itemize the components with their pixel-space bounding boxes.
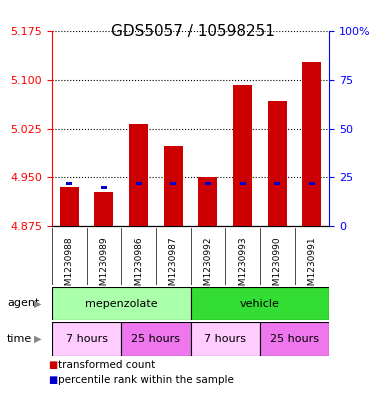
Bar <box>268 101 287 226</box>
Text: ▶: ▶ <box>33 334 41 344</box>
Bar <box>302 62 321 226</box>
Text: ■: ■ <box>48 360 57 370</box>
Text: GSM1230988: GSM1230988 <box>65 237 74 297</box>
Bar <box>191 287 329 320</box>
Text: 7 hours: 7 hours <box>65 334 108 344</box>
Text: GSM1230987: GSM1230987 <box>169 237 178 297</box>
Bar <box>170 182 176 185</box>
Text: GSM1230992: GSM1230992 <box>203 237 213 297</box>
Bar <box>52 322 121 356</box>
Text: agent: agent <box>7 298 39 309</box>
Bar <box>233 84 252 226</box>
Bar <box>309 182 315 185</box>
Text: ■: ■ <box>48 375 57 386</box>
Text: GSM1230991: GSM1230991 <box>307 237 316 297</box>
Text: ▶: ▶ <box>33 298 41 309</box>
Text: 25 hours: 25 hours <box>270 334 319 344</box>
Bar <box>66 182 72 185</box>
Text: vehicle: vehicle <box>240 299 280 309</box>
Bar <box>136 182 142 185</box>
Text: transformed count: transformed count <box>58 360 155 370</box>
Bar <box>239 182 246 185</box>
Bar <box>260 322 329 356</box>
Bar <box>164 146 183 226</box>
Text: time: time <box>7 334 32 344</box>
Bar <box>274 182 280 185</box>
Bar <box>205 182 211 185</box>
Text: GSM1230989: GSM1230989 <box>99 237 109 297</box>
Text: GSM1230990: GSM1230990 <box>273 237 282 297</box>
Text: GSM1230986: GSM1230986 <box>134 237 143 297</box>
Bar <box>191 322 260 356</box>
Text: mepenzolate: mepenzolate <box>85 299 157 309</box>
Bar <box>129 124 148 226</box>
Text: 7 hours: 7 hours <box>204 334 246 344</box>
Bar <box>121 322 191 356</box>
Bar <box>101 186 107 189</box>
Text: GSM1230993: GSM1230993 <box>238 237 247 297</box>
Text: percentile rank within the sample: percentile rank within the sample <box>58 375 234 386</box>
Bar <box>60 187 79 226</box>
Bar <box>52 287 191 320</box>
Bar <box>94 192 114 226</box>
Text: GDS5057 / 10598251: GDS5057 / 10598251 <box>110 24 275 39</box>
Text: 25 hours: 25 hours <box>131 334 181 344</box>
Bar <box>198 177 218 226</box>
